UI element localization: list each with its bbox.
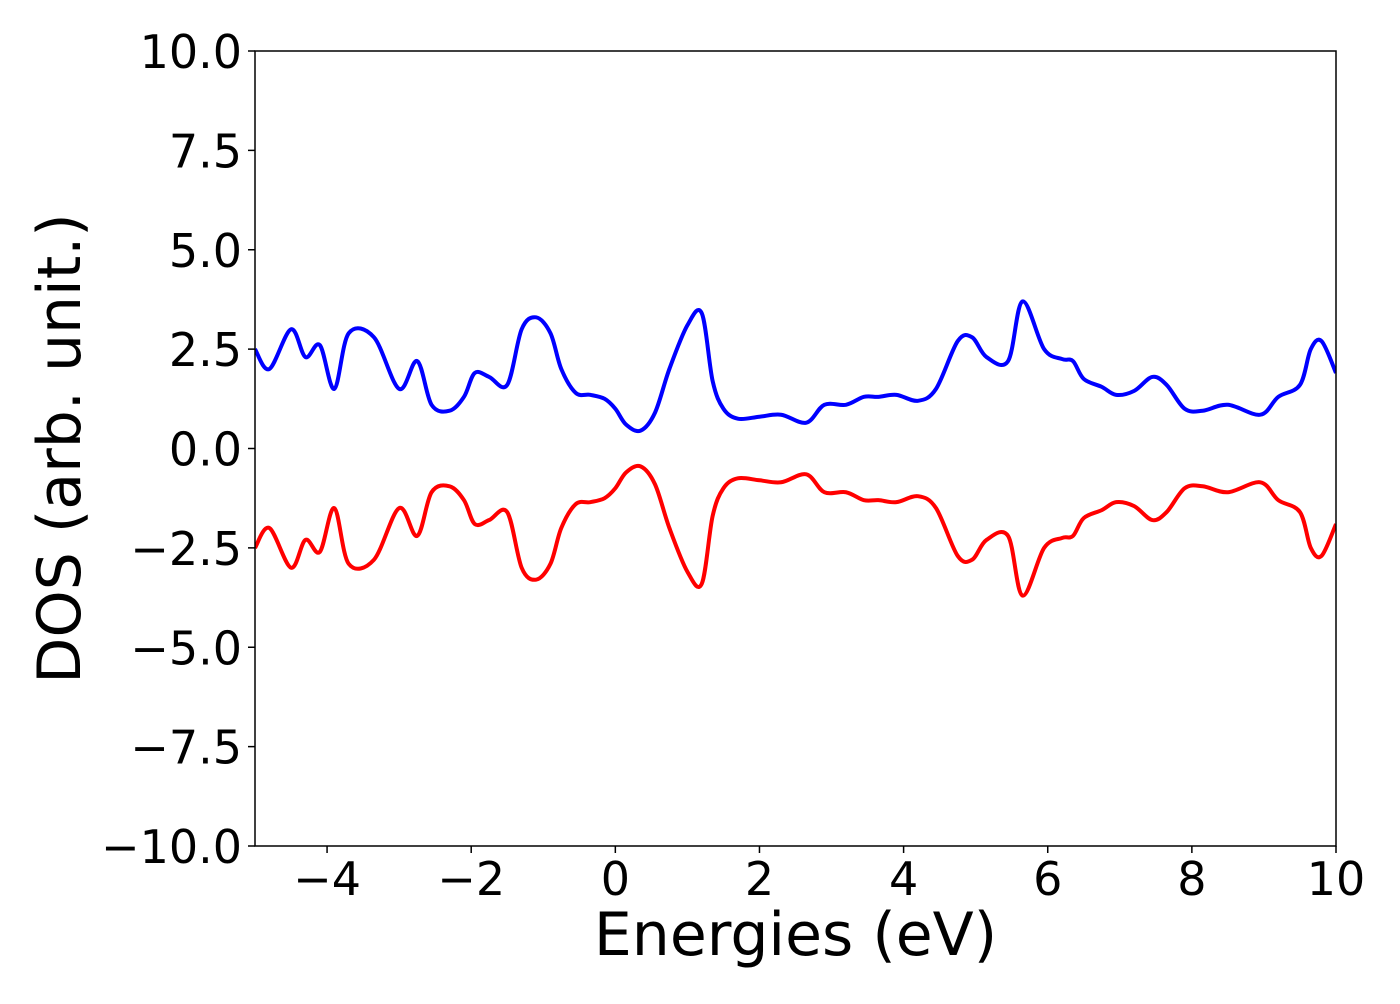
y-axis-label: DOS (arb. unit.): [25, 213, 95, 683]
series-layer: [255, 299, 1336, 598]
x-tick-label: 2: [745, 852, 774, 906]
y-tick-label: −7.5: [130, 721, 242, 775]
x-tick-label: 10: [1307, 852, 1366, 906]
y-tick-label: −10.0: [101, 820, 242, 874]
x-tick-label: 4: [889, 852, 918, 906]
dos-series-line-1: [255, 463, 1336, 598]
x-tick-label: −4: [293, 852, 361, 906]
ticks-layer: −4 −2 0 2 4 6 8 10 −10.0 −7.5 −5.0 −2.5 0.0 2.5 5.0 7.5…: [101, 25, 1365, 906]
x-tick-label: −2: [437, 852, 505, 906]
y-tick-label: 5.0: [169, 224, 242, 278]
y-tick-label: 10.0: [140, 25, 242, 79]
y-tick-label: 7.5: [169, 124, 242, 178]
y-tick-label: 2.5: [169, 323, 242, 377]
x-tick-label: 8: [1177, 852, 1206, 906]
y-tick-label: −2.5: [130, 522, 242, 576]
x-tick-label: 6: [1033, 852, 1062, 906]
x-axis-label: Energies (eV): [594, 900, 997, 970]
dos-series-line-0: [255, 299, 1336, 434]
plot-frame: [254, 50, 1337, 847]
y-tick-label: −5.0: [130, 621, 242, 675]
x-tick-label: 0: [601, 852, 630, 906]
y-tick-label: 0.0: [169, 423, 242, 477]
